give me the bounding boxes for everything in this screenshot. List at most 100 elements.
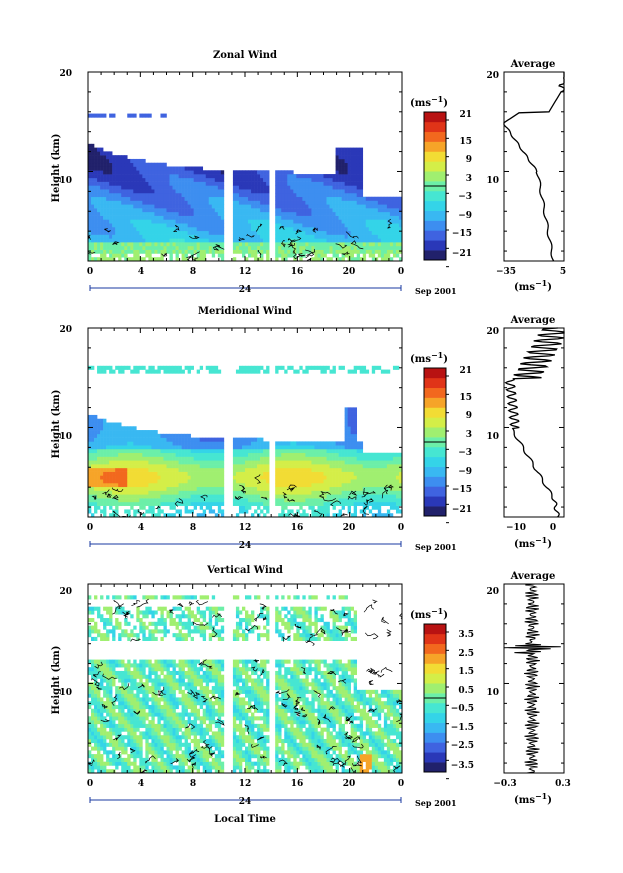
heatmap-cell [217, 253, 222, 258]
heatmap-cell [121, 437, 125, 442]
heatmap-cell [217, 223, 222, 228]
contour-line [290, 486, 296, 492]
heatmap-cell [251, 479, 255, 484]
heatmap-cell [142, 113, 146, 118]
heatmap-cell [311, 181, 315, 186]
heatmap-cell [241, 219, 246, 224]
heatmap-cell [332, 475, 336, 480]
heatmap-cell [238, 170, 243, 175]
heatmap-cell [88, 437, 92, 442]
heatmap-cell [278, 456, 282, 461]
heatmap-cell [184, 223, 188, 228]
heatmap-cell [245, 498, 249, 503]
heatmap-cell [160, 452, 164, 457]
heatmap-cell [332, 253, 336, 258]
heatmap-cell [121, 430, 125, 435]
contour-line [255, 223, 263, 232]
heatmap-cell [290, 464, 294, 469]
heatmap-cell [332, 505, 336, 510]
heatmap-cell [214, 452, 219, 457]
heatmap-cell [172, 223, 176, 228]
heatmap-cell [284, 192, 288, 198]
heatmap-cell [178, 185, 182, 190]
heatmap-cell [389, 482, 394, 488]
heatmap-cell [172, 211, 176, 216]
heatmap-cell [97, 151, 101, 156]
heatmap-cell [368, 223, 373, 228]
heatmap-cell [392, 486, 397, 491]
heatmap-cell [211, 482, 216, 488]
heatmap-cell [103, 441, 107, 446]
heatmap-cell [217, 215, 222, 220]
heatmap-cell [245, 245, 249, 250]
heatmap-cell [308, 196, 312, 201]
heatmap-cell [130, 234, 134, 239]
heatmap-cell [220, 230, 225, 235]
heatmap-cell [305, 513, 309, 518]
heatmap-cell [338, 174, 342, 179]
heatmap-cell [365, 196, 370, 201]
heatmap-cell [245, 204, 249, 209]
heatmap-cell [124, 223, 128, 228]
heatmap-cell [248, 238, 252, 243]
heatmap-cell [350, 479, 354, 484]
heatmap-cell [238, 196, 243, 201]
heatmap-cell [217, 170, 222, 175]
heatmap-cell [287, 494, 291, 499]
heatmap-cell [338, 211, 342, 216]
heatmap-cell [148, 479, 152, 484]
contour-line [286, 484, 297, 491]
heatmap-cell [317, 219, 321, 224]
heatmap-cell [371, 501, 376, 506]
heatmap-cell [217, 479, 222, 484]
heatmap-cell [266, 467, 270, 472]
heatmap-cell [166, 177, 170, 182]
heatmap-cell [187, 189, 191, 194]
heatmap-cell [344, 147, 348, 152]
heatmap-cell [281, 215, 285, 220]
heatmap-cell [193, 234, 197, 239]
heatmap-cell [100, 166, 104, 171]
heatmap-cell [338, 181, 342, 186]
heatmap-cell [157, 189, 161, 194]
heatmap-cell [220, 498, 225, 503]
heatmap-cell [341, 494, 345, 499]
heatmap-cell [235, 242, 240, 247]
heatmap-cell [97, 467, 101, 472]
heatmap-cell [341, 185, 345, 190]
heatmap-cell [178, 192, 182, 198]
heatmap-cell [88, 686, 92, 691]
heatmap-cell [338, 147, 342, 152]
heatmap-cell [314, 482, 318, 488]
heatmap-cell [368, 475, 373, 480]
heatmap-cell [266, 185, 270, 190]
heatmap-cell [290, 253, 294, 258]
heatmap-cell [169, 464, 173, 469]
heatmap-cell [142, 170, 146, 175]
heatmap-cell [172, 242, 176, 247]
heatmap-cell [190, 479, 194, 484]
heatmap-cell [344, 253, 348, 258]
heatmap-cell [109, 234, 113, 239]
heatmap-cell [293, 494, 297, 499]
heatmap-cell [335, 215, 339, 220]
heatmap-cell [196, 208, 201, 213]
heatmap-cell [187, 433, 191, 438]
heatmap-cell [97, 158, 101, 164]
heatmap-cell [205, 479, 210, 484]
contour-line [172, 224, 180, 232]
heatmap-cell [160, 482, 164, 488]
heatmap-cell [245, 219, 249, 224]
heatmap-cell [208, 369, 213, 374]
heatmap-cell [353, 158, 358, 164]
heatmap-cell [320, 460, 324, 465]
heatmap-cell [335, 441, 339, 446]
heatmap-cell [211, 177, 216, 182]
heatmap-cell [305, 238, 309, 243]
heatmap-cell [293, 486, 297, 491]
heatmap-cell [251, 174, 255, 179]
heatmap-cell [157, 445, 161, 450]
heatmap-cell [338, 185, 342, 190]
heatmap-cell [163, 490, 167, 495]
heatmap-cell [232, 494, 237, 499]
